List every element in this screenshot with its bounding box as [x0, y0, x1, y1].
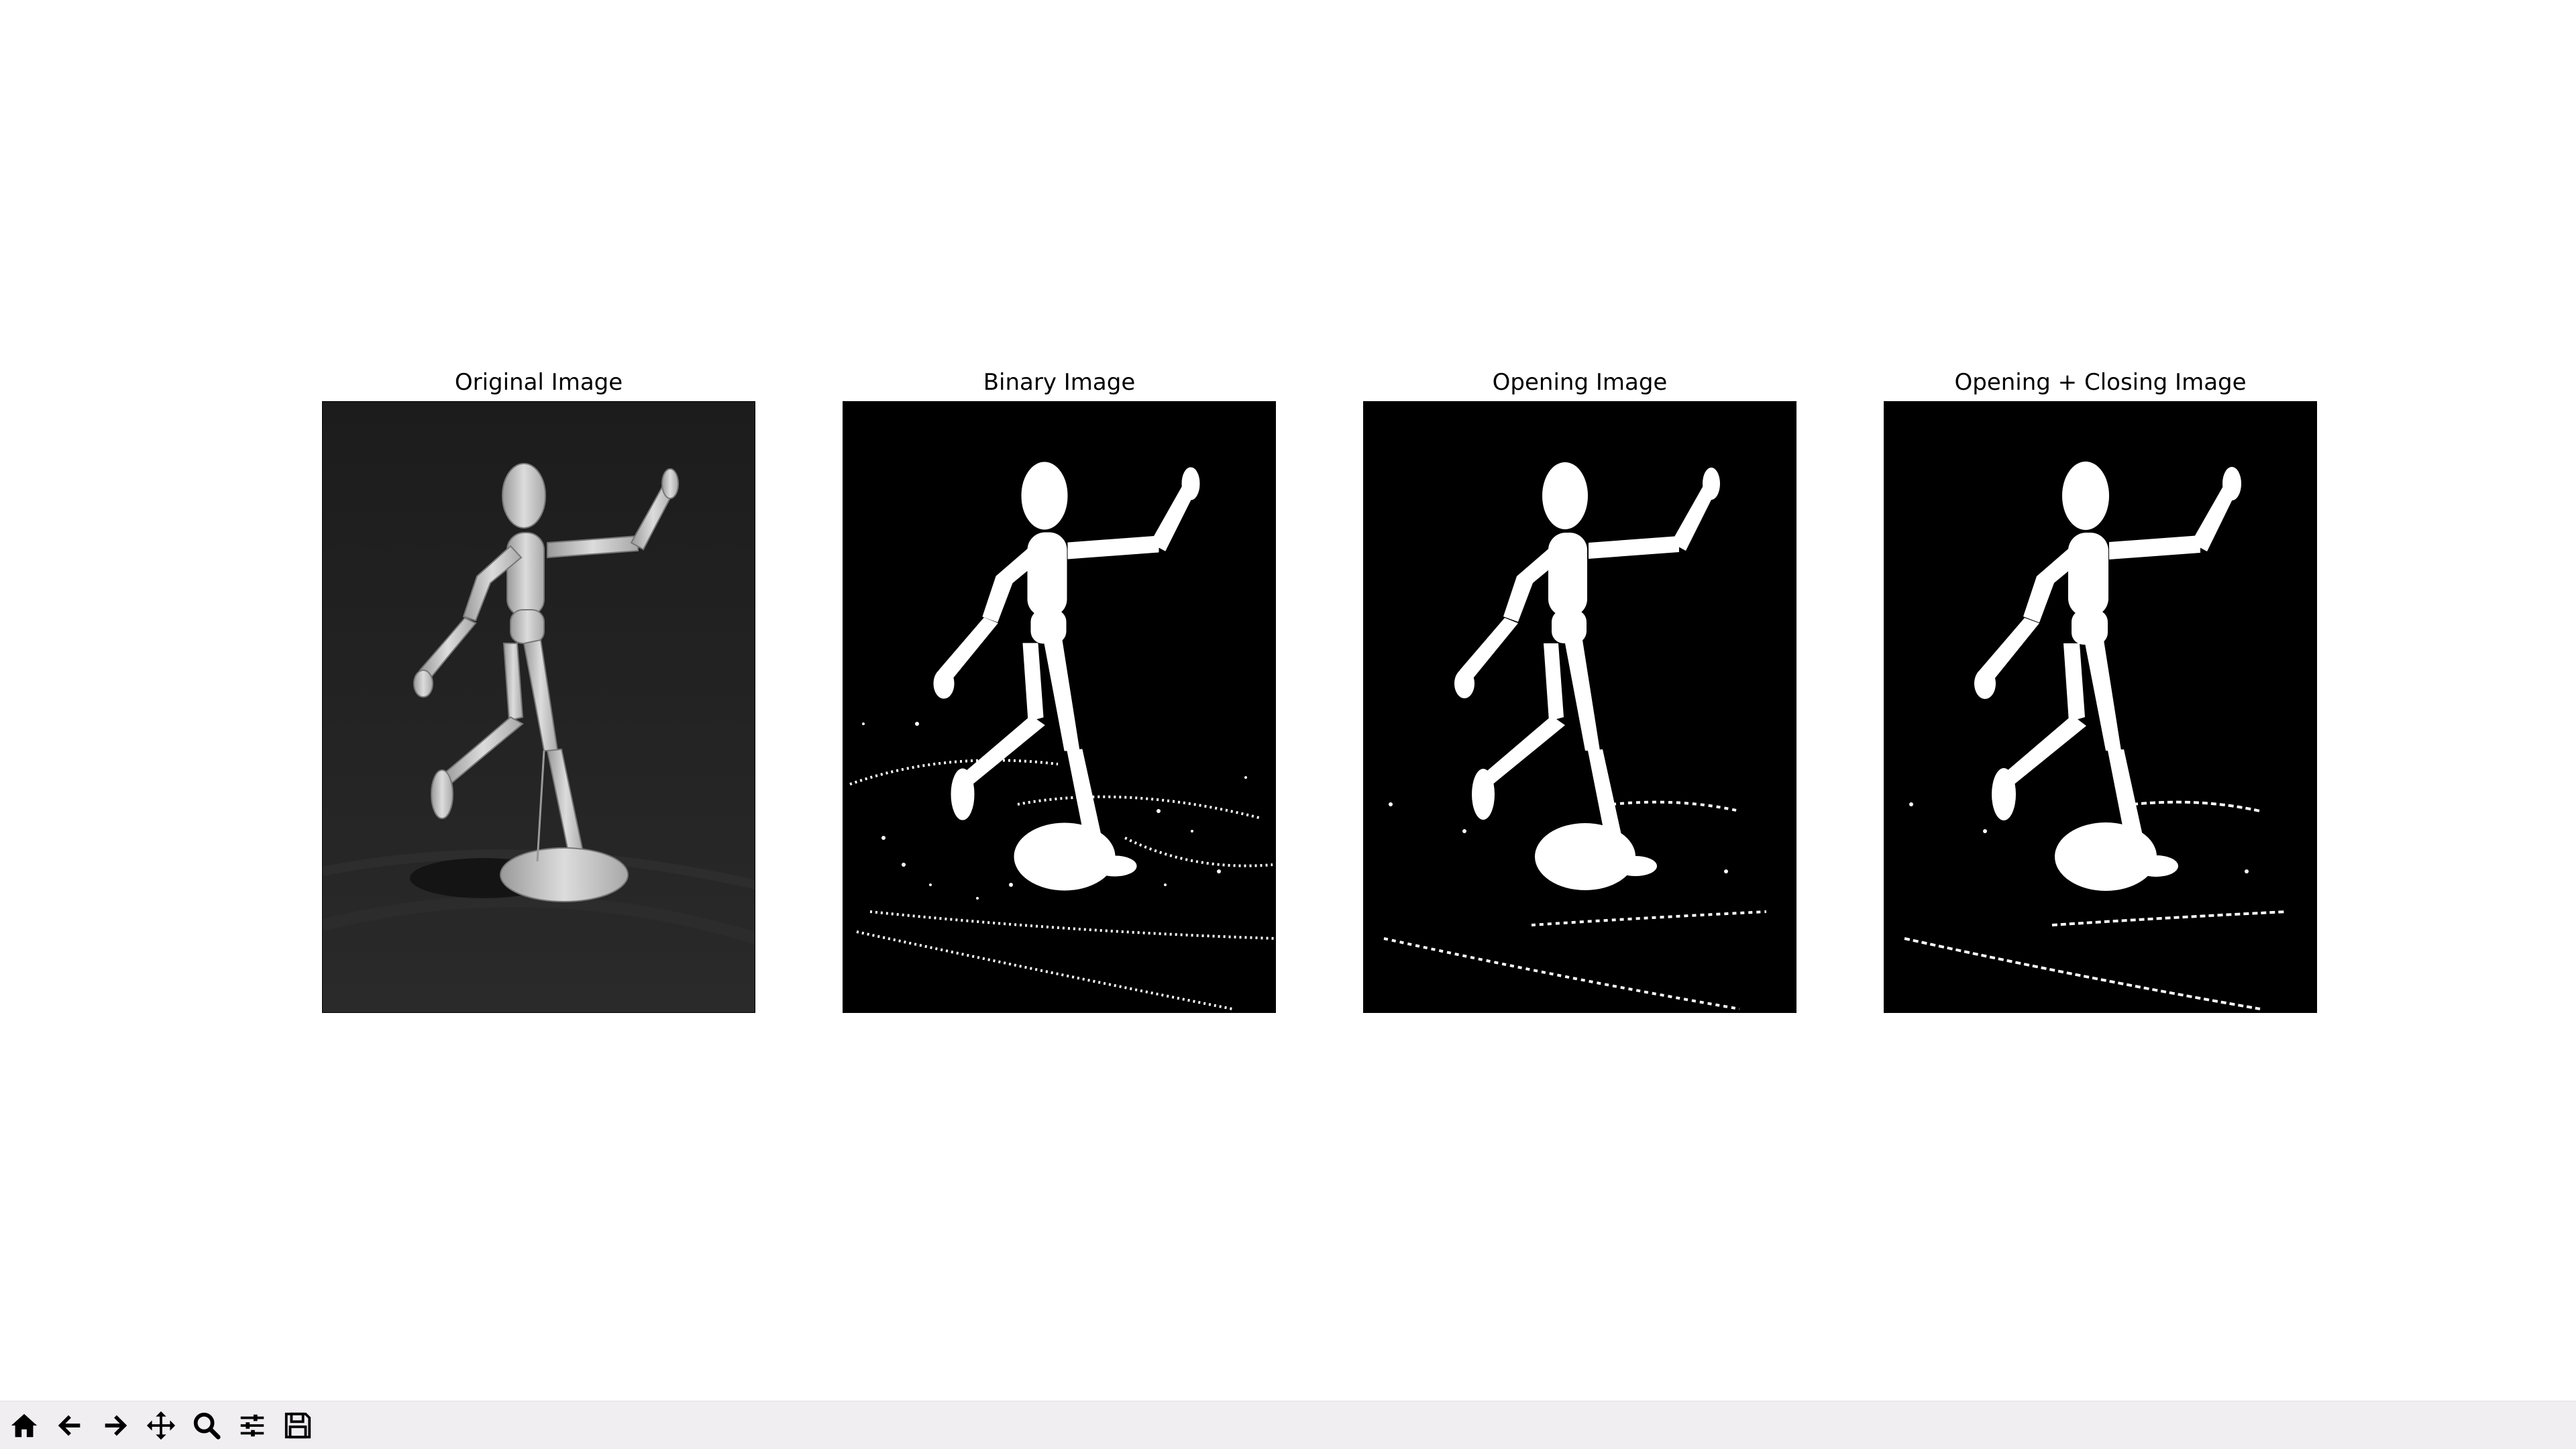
binary-image — [843, 401, 1276, 1013]
back-button[interactable] — [48, 1404, 91, 1447]
magnifier-icon — [193, 1412, 221, 1440]
home-button[interactable] — [3, 1404, 46, 1447]
sliders-icon — [240, 1414, 264, 1436]
save-button[interactable] — [276, 1404, 319, 1447]
move-icon — [146, 1411, 176, 1440]
zoom-button[interactable] — [185, 1404, 228, 1447]
floppy-disk-icon — [284, 1412, 311, 1438]
opening-image — [1363, 401, 1796, 1013]
pan-button[interactable] — [140, 1404, 182, 1447]
navigation-toolbar — [0, 1401, 2576, 1449]
home-icon — [11, 1413, 38, 1437]
panel-title: Original Image — [454, 369, 623, 396]
panel-title: Opening Image — [1492, 369, 1668, 396]
panel-title: Binary Image — [983, 369, 1136, 396]
original-image — [322, 401, 755, 1013]
forward-button[interactable] — [94, 1404, 137, 1447]
arrow-left-icon — [58, 1415, 80, 1436]
panel-title: Opening + Closing Image — [1954, 369, 2247, 396]
arrow-right-icon — [105, 1415, 127, 1436]
opening-closing-image — [1884, 401, 2317, 1013]
figure-canvas: Original Image — [322, 369, 2317, 1013]
configure-subplots-button[interactable] — [231, 1404, 274, 1447]
